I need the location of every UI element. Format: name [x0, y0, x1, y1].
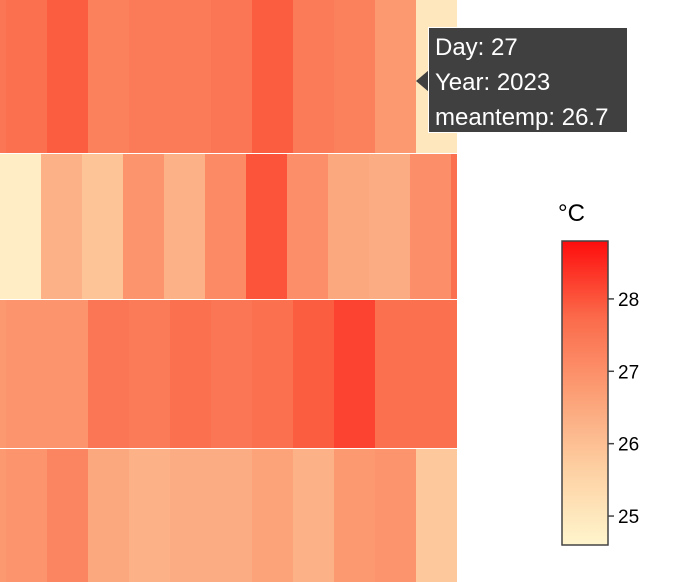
heatmap-cell[interactable] [164, 154, 205, 299]
tooltip-arrow [416, 70, 429, 92]
heatmap-cell[interactable] [416, 300, 457, 448]
heatmap-cell[interactable] [88, 449, 129, 582]
heatmap-cell[interactable] [410, 154, 451, 299]
heatmap-cell[interactable] [451, 154, 457, 299]
tooltip-meantemp: meantemp: 26.7 [435, 104, 609, 131]
colorbar-title: °C [558, 200, 585, 227]
heatmap-cell[interactable] [252, 300, 293, 448]
heatmap-cell[interactable] [88, 300, 129, 448]
heatmap-cell[interactable] [246, 154, 287, 299]
heatmap-cell[interactable] [88, 0, 129, 153]
heatmap-cell[interactable] [416, 449, 457, 582]
colorbar-gradient [561, 240, 609, 546]
hover-tooltip: Day: 27 Year: 2023 meantemp: 26.7 [428, 27, 628, 133]
heatmap-cell[interactable] [129, 0, 170, 153]
heatmap-cell[interactable] [211, 300, 252, 448]
heatmap-cells [0, 0, 457, 582]
heatmap-cell[interactable] [375, 449, 416, 582]
heatmap-cell[interactable] [205, 154, 246, 299]
heatmap-cell[interactable] [375, 300, 416, 448]
heatmap-cell[interactable] [334, 449, 375, 582]
heatmap-cell[interactable] [211, 0, 252, 153]
tooltip-day: Day: 27 [435, 34, 518, 61]
heatmap-cell[interactable] [47, 300, 88, 448]
heatmap-cell[interactable] [6, 300, 47, 448]
heatmap-cell[interactable] [82, 154, 123, 299]
colorbar: 25 26 27 28 [561, 240, 639, 546]
heatmap-cell[interactable] [375, 0, 416, 153]
heatmap-cell[interactable] [0, 154, 41, 299]
heatmap-cell[interactable] [334, 300, 375, 448]
heatmap-cell[interactable] [123, 154, 164, 299]
heatmap-cell[interactable] [129, 449, 170, 582]
heatmap-cell[interactable] [170, 449, 211, 582]
colorbar-tick-label: 28 [618, 290, 639, 311]
heatmap-cell[interactable] [47, 0, 88, 153]
colorbar-tick-label: 27 [618, 362, 639, 383]
heatmap-cell[interactable] [287, 154, 328, 299]
heatmap-cell[interactable] [293, 0, 334, 153]
heatmap-cell-edge [0, 449, 6, 582]
heatmap-cell[interactable] [6, 0, 47, 153]
heatmap-cell[interactable] [170, 300, 211, 448]
colorbar-tick-label: 25 [618, 507, 639, 528]
heatmap-cell[interactable] [170, 0, 211, 153]
colorbar-tick-label: 26 [618, 435, 639, 456]
heatmap-cell[interactable] [252, 449, 293, 582]
heatmap-cell[interactable] [328, 154, 369, 299]
heatmap-cell[interactable] [293, 300, 334, 448]
tooltip-year: Year: 2023 [435, 69, 551, 96]
heatmap-cell[interactable] [129, 300, 170, 448]
heatmap-cell[interactable] [6, 449, 47, 582]
heatmap-cell-edge [0, 300, 6, 448]
heatmap-cell[interactable] [293, 449, 334, 582]
heatmap-cell[interactable] [47, 449, 88, 582]
heatmap-cell[interactable] [334, 0, 375, 153]
heatmap-cell[interactable] [41, 154, 82, 299]
heatmap-cell[interactable] [369, 154, 410, 299]
heatmap-cell[interactable] [211, 449, 252, 582]
heatmap-cell[interactable] [252, 0, 293, 153]
heatmap-cell-edge [0, 0, 6, 153]
